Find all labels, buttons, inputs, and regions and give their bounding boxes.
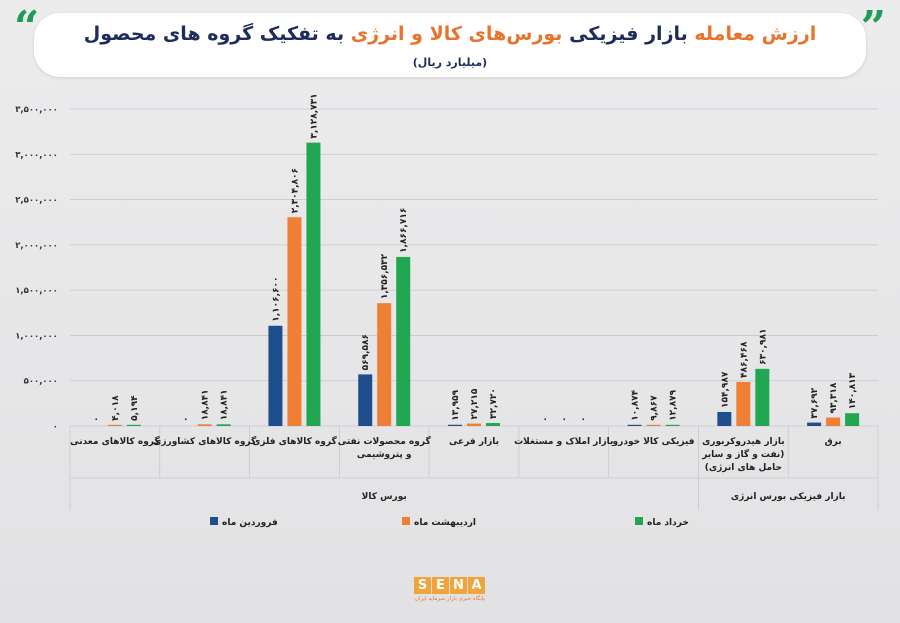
sena-logo: S E N A پایگاه خبری بازار سرمایه ایران (414, 577, 486, 607)
bar-1 (807, 422, 822, 426)
bar-1 (717, 411, 732, 426)
bar-3 (486, 423, 500, 426)
bar-2 (197, 424, 212, 426)
category-label: (نفت و گاز و سایر (701, 448, 784, 460)
bar-2 (736, 381, 751, 426)
bar-3 (845, 413, 860, 426)
legend-label: اردیبهشت ماه (414, 518, 476, 528)
chart-subtitle: (میلیارد ریال) (412, 56, 488, 69)
bar-2 (377, 303, 392, 426)
category-label: حامل های انرژی) (705, 463, 782, 473)
data-label: ۱,۸۶۶,۷۱۶ (399, 208, 409, 253)
category-label: بازار فرعی (449, 437, 499, 447)
data-label: ۱۸,۸۴۱ (201, 389, 211, 420)
data-label: ۵۶۹,۵۸۶ (361, 334, 371, 370)
bar-1 (268, 325, 283, 426)
bar-3 (126, 424, 141, 426)
category-label: و پتروشیمی (357, 450, 412, 460)
legend-label: فروردین ماه (222, 518, 278, 528)
data-label: ۰ (579, 417, 589, 423)
title-part-4: به تفکیک گروه های محصول (83, 23, 345, 45)
group-label: بورس کالا (362, 492, 407, 502)
bar-2 (467, 423, 481, 426)
category-label: فیزیکی کالا خودرو (612, 437, 695, 447)
y-tick-label: ۲,۰۰۰,۰۰۰ (15, 241, 58, 251)
title-part-1: ارزش معامله (694, 23, 817, 45)
data-label: ۱۸,۸۴۱ (220, 389, 230, 420)
y-tick-label: ۱,۵۰۰,۰۰۰ (15, 286, 58, 296)
legend-swatch (210, 517, 218, 525)
logo-letter: A (468, 577, 485, 594)
data-label: ۱,۳۵۶,۵۳۲ (380, 253, 390, 299)
category-label: گروه کالاهای کشاورزی (153, 435, 257, 447)
data-label: ۳۲,۷۲۰ (489, 388, 499, 419)
y-tick-label: ۲,۵۰۰,۰۰۰ (15, 196, 58, 206)
y-tick-label: ۵۰۰,۰۰۰ (24, 377, 58, 387)
logo-letter: N (450, 577, 467, 594)
data-label: ۴,۰۱۸ (111, 395, 121, 421)
logo-letter: E (432, 577, 449, 594)
legend-swatch (402, 517, 410, 525)
data-label: ۳۷,۶۹۲ (810, 387, 820, 418)
bar-2 (826, 417, 841, 426)
data-label: ۲۷,۲۱۵ (470, 388, 480, 419)
bar-3 (306, 142, 321, 427)
data-label: ۱۳,۹۵۹ (451, 389, 461, 420)
logo-letter: S (414, 577, 431, 594)
data-label: ۲,۳۰۴,۸۰۶ (290, 168, 300, 213)
category-label: گروه کالاهای فلزی (252, 435, 337, 447)
data-label: ۵,۱۹۴ (130, 395, 140, 421)
group-label: بازار فیزیکی بورس انرژی (731, 492, 846, 502)
bar-3 (216, 424, 231, 426)
category-label: بازار هیدروکربوری (702, 437, 785, 447)
bar-2 (107, 424, 122, 426)
bar-2 (287, 217, 302, 426)
bar-1 (358, 374, 373, 426)
y-tick-label: ۰ (53, 422, 58, 432)
category-label: گروه محصولات نفتی (338, 435, 432, 447)
quote-open-icon: “ (14, 2, 40, 53)
category-label: برق (825, 437, 842, 447)
logo-subtitle: پایگاه خبری بازار سرمایه ایران (414, 596, 486, 602)
data-label: ۳,۱۲۸,۷۳۱ (309, 93, 319, 138)
category-label: گروه کالاهای معدنی (70, 435, 160, 447)
category-label: بازار املاک و مستغلات (514, 437, 613, 447)
data-label: ۶۳۰,۹۸۱ (758, 328, 768, 364)
y-tick-label: ۱,۰۰۰,۰۰۰ (15, 331, 58, 341)
title-part-3: بورس‌های کالا و انرژی (350, 23, 563, 45)
title-part-2: بازار فیزیکی (569, 23, 688, 45)
bar-1 (448, 424, 462, 426)
quote-close-icon: ” (860, 2, 886, 53)
data-label: ۰ (182, 417, 192, 423)
legend-swatch (635, 517, 643, 525)
bar-3 (755, 368, 770, 426)
bar-3 (396, 256, 411, 426)
bar-2 (646, 424, 661, 426)
data-label: ۹۳,۳۱۸ (829, 382, 839, 413)
bar-1 (627, 424, 642, 426)
data-label: ۱۰,۸۷۴ (631, 389, 641, 420)
y-tick-label: ۳,۵۰۰,۰۰۰ (15, 105, 58, 115)
data-label: ۱۴۰,۸۱۳ (848, 372, 858, 409)
data-label: ۱۵۴,۹۸۷ (720, 371, 730, 408)
data-label: ۱,۱۰۶,۶۰۰ (271, 276, 281, 321)
data-label: ۴۸۶,۴۶۸ (739, 341, 749, 378)
chart-title: ارزش معامله بازار فیزیکی بورس‌های کالا و… (34, 23, 866, 45)
bar-3 (665, 424, 680, 426)
y-tick-label: ۳,۰۰۰,۰۰۰ (15, 150, 58, 160)
data-label: ۱۲,۸۷۹ (669, 389, 679, 420)
legend-label: خرداد ماه (647, 518, 689, 528)
data-label: ۰ (541, 417, 551, 423)
data-label: ۹,۸۶۷ (650, 395, 660, 421)
data-label: ۰ (92, 417, 102, 423)
data-label: ۰ (560, 417, 570, 423)
title-box: ارزش معامله بازار فیزیکی بورس‌های کالا و… (34, 13, 866, 77)
